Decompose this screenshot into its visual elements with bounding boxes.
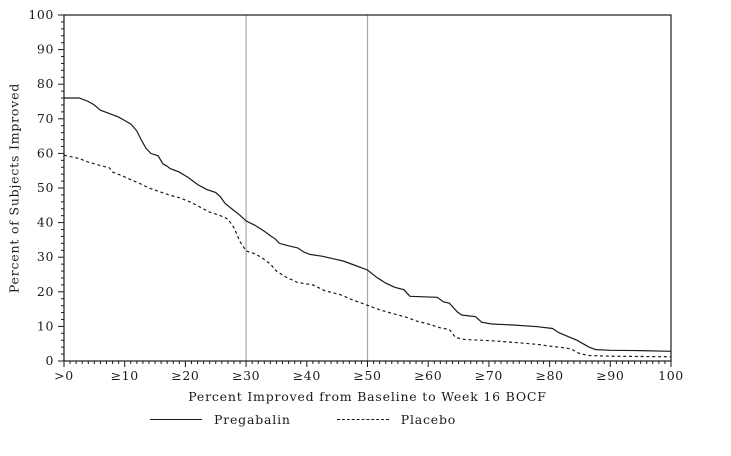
x-tick-label: ≥10	[111, 368, 139, 383]
x-tick-label: ≥60	[414, 368, 442, 383]
legend-line-placebo-icon	[336, 419, 389, 420]
x-tick-label: ≥90	[596, 368, 624, 383]
y-tick-label: 30	[37, 249, 54, 264]
series-line-pregabalin	[64, 97, 672, 352]
x-tick-label: ≥70	[475, 368, 503, 383]
y-tick-label: 10	[37, 318, 54, 333]
series-line-placebo	[63, 154, 672, 358]
y-axis-title: Percent of Subjects Improved	[6, 82, 22, 294]
x-tick-label: ≥20	[171, 368, 199, 383]
x-axis-title: Percent Improved from Baseline to Week 1…	[188, 389, 547, 404]
x-tick-label: ≥80	[536, 368, 564, 383]
y-tick-label: 70	[37, 111, 54, 126]
y-tick-label: 0	[45, 353, 54, 368]
x-tick-label: 100	[658, 368, 684, 383]
y-tick-label: 20	[37, 284, 54, 299]
y-tick-label: 50	[37, 180, 54, 195]
legend-label-pregabalin: Pregabalin	[214, 412, 291, 427]
y-tick-label: 40	[37, 215, 54, 230]
y-tick-label: 80	[37, 76, 54, 91]
x-tick-label: >0	[54, 368, 74, 383]
legend: Pregabalin Placebo	[150, 412, 502, 427]
y-tick-label: 60	[37, 145, 54, 160]
x-tick-label: ≥30	[232, 368, 260, 383]
legend-label-placebo: Placebo	[400, 412, 457, 427]
x-tick-label: ≥50	[353, 368, 381, 383]
legend-line-pregabalin-icon	[150, 419, 202, 420]
x-tick-label: ≥40	[293, 368, 321, 383]
y-tick-label: 90	[37, 42, 54, 57]
y-tick-label: 100	[28, 7, 54, 22]
